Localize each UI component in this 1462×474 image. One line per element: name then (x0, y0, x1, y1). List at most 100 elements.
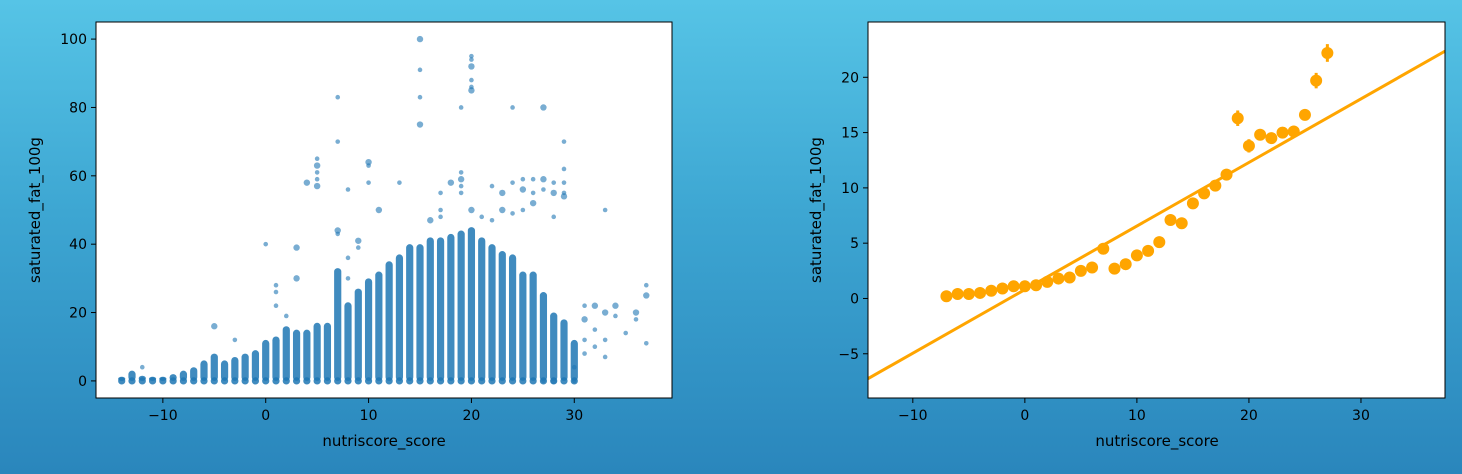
scatter-point (345, 255, 351, 261)
scatter-x-tick-label: 10 (360, 408, 378, 424)
scatter-point (510, 180, 515, 185)
scatter-x-tick-label: 20 (463, 408, 481, 424)
scatter-point (520, 207, 526, 213)
scatter-point (292, 329, 301, 381)
scatter-point (385, 261, 393, 381)
scatter-point (179, 377, 188, 385)
regression-y-tick-label: 20 (841, 70, 859, 86)
scatter-point (560, 319, 568, 381)
regression-point (1142, 244, 1155, 257)
scatter-point (335, 94, 341, 100)
scatter-point (313, 322, 321, 381)
scatter-point (602, 354, 608, 360)
regression-point (1108, 262, 1121, 275)
scatter-point (613, 313, 618, 319)
scatter-point (582, 337, 587, 343)
scatter-point (335, 139, 341, 144)
scatter-point (560, 193, 568, 200)
scatter-point (550, 312, 558, 381)
regression-point (1164, 213, 1177, 226)
scatter-point (499, 206, 506, 214)
scatter-point (519, 186, 527, 193)
scatter-point (334, 377, 342, 385)
regression-point (1220, 168, 1233, 181)
scatter-point (447, 179, 455, 186)
scatter-point (344, 302, 352, 381)
scatter-point (438, 207, 443, 213)
scatter-point (262, 377, 270, 385)
scatter-point (571, 364, 577, 370)
scatter-point (397, 180, 402, 185)
scatter-point (323, 322, 332, 381)
regression-point (1198, 187, 1211, 200)
regression-x-tick-label: 10 (1128, 408, 1146, 424)
scatter-point (375, 206, 383, 214)
scatter-point (220, 377, 229, 385)
scatter-point (426, 237, 434, 381)
scatter-point (416, 244, 424, 381)
scatter-point (457, 377, 465, 385)
scatter-point (190, 367, 198, 381)
scatter-point (561, 139, 567, 144)
regression-point (1074, 264, 1087, 277)
scatter-point (561, 180, 567, 185)
scatter-y-axis: 0 20 40 60 80 100 (60, 32, 96, 390)
regression-y-tick-label: 0 (850, 291, 859, 307)
scatter-point (231, 356, 239, 381)
regression-point (1265, 132, 1278, 145)
scatter-point (417, 67, 423, 73)
regression-point (1298, 108, 1311, 121)
scatter-point (313, 377, 321, 385)
scatter-point (138, 377, 146, 385)
scatter-point (314, 156, 320, 162)
scatter-point (458, 170, 464, 175)
scatter-point (354, 377, 362, 385)
scatter-point (551, 180, 557, 185)
regression-point (1041, 275, 1054, 288)
scatter-point (469, 57, 474, 62)
scatter-x-axis-title: nutriscore_score (322, 432, 445, 451)
scatter-point (406, 244, 414, 381)
scatter-point (314, 170, 320, 175)
scatter-point (468, 63, 475, 70)
scatter-point (570, 339, 578, 381)
scatter-point (469, 53, 474, 59)
regression-point (996, 282, 1009, 295)
scatter-point (375, 271, 383, 381)
scatter-y-tick-label: 0 (78, 374, 87, 390)
scatter-point (468, 206, 475, 214)
scatter-point (592, 344, 598, 350)
scatter-point (139, 364, 145, 370)
scatter-point (539, 292, 548, 381)
scatter-point (592, 327, 598, 332)
scatter-y-axis-title: saturated_fat_100g (26, 137, 45, 283)
scatter-point (582, 303, 587, 309)
regression-point (1153, 236, 1166, 249)
scatter-point (169, 377, 177, 385)
scatter-point (314, 176, 320, 182)
scatter-point (303, 179, 311, 186)
regression-point (1097, 242, 1110, 255)
regression-y-tick-label: 5 (850, 236, 859, 252)
regression-point (985, 284, 998, 297)
regression-y-axis-title: saturated_fat_100g (807, 137, 826, 283)
scatter-point (406, 377, 414, 385)
scatter-point (313, 162, 321, 169)
scatter-point (220, 360, 229, 381)
regression-y-tick-label: 15 (841, 126, 859, 142)
regression-y-tick-label: 10 (841, 181, 859, 197)
scatter-point (541, 187, 546, 192)
scatter-point (334, 268, 342, 381)
scatter-point (438, 214, 443, 220)
scatter-point (488, 244, 496, 381)
scatter-point (200, 360, 208, 381)
scatter-point (489, 183, 495, 189)
scatter-point (478, 237, 486, 381)
scatter-point (632, 309, 640, 316)
scatter-point (488, 377, 496, 385)
regression-point (974, 286, 987, 299)
scatter-point (190, 377, 198, 385)
regression-point (1310, 74, 1323, 87)
scatter-point (426, 377, 434, 385)
scatter-point (118, 377, 126, 385)
